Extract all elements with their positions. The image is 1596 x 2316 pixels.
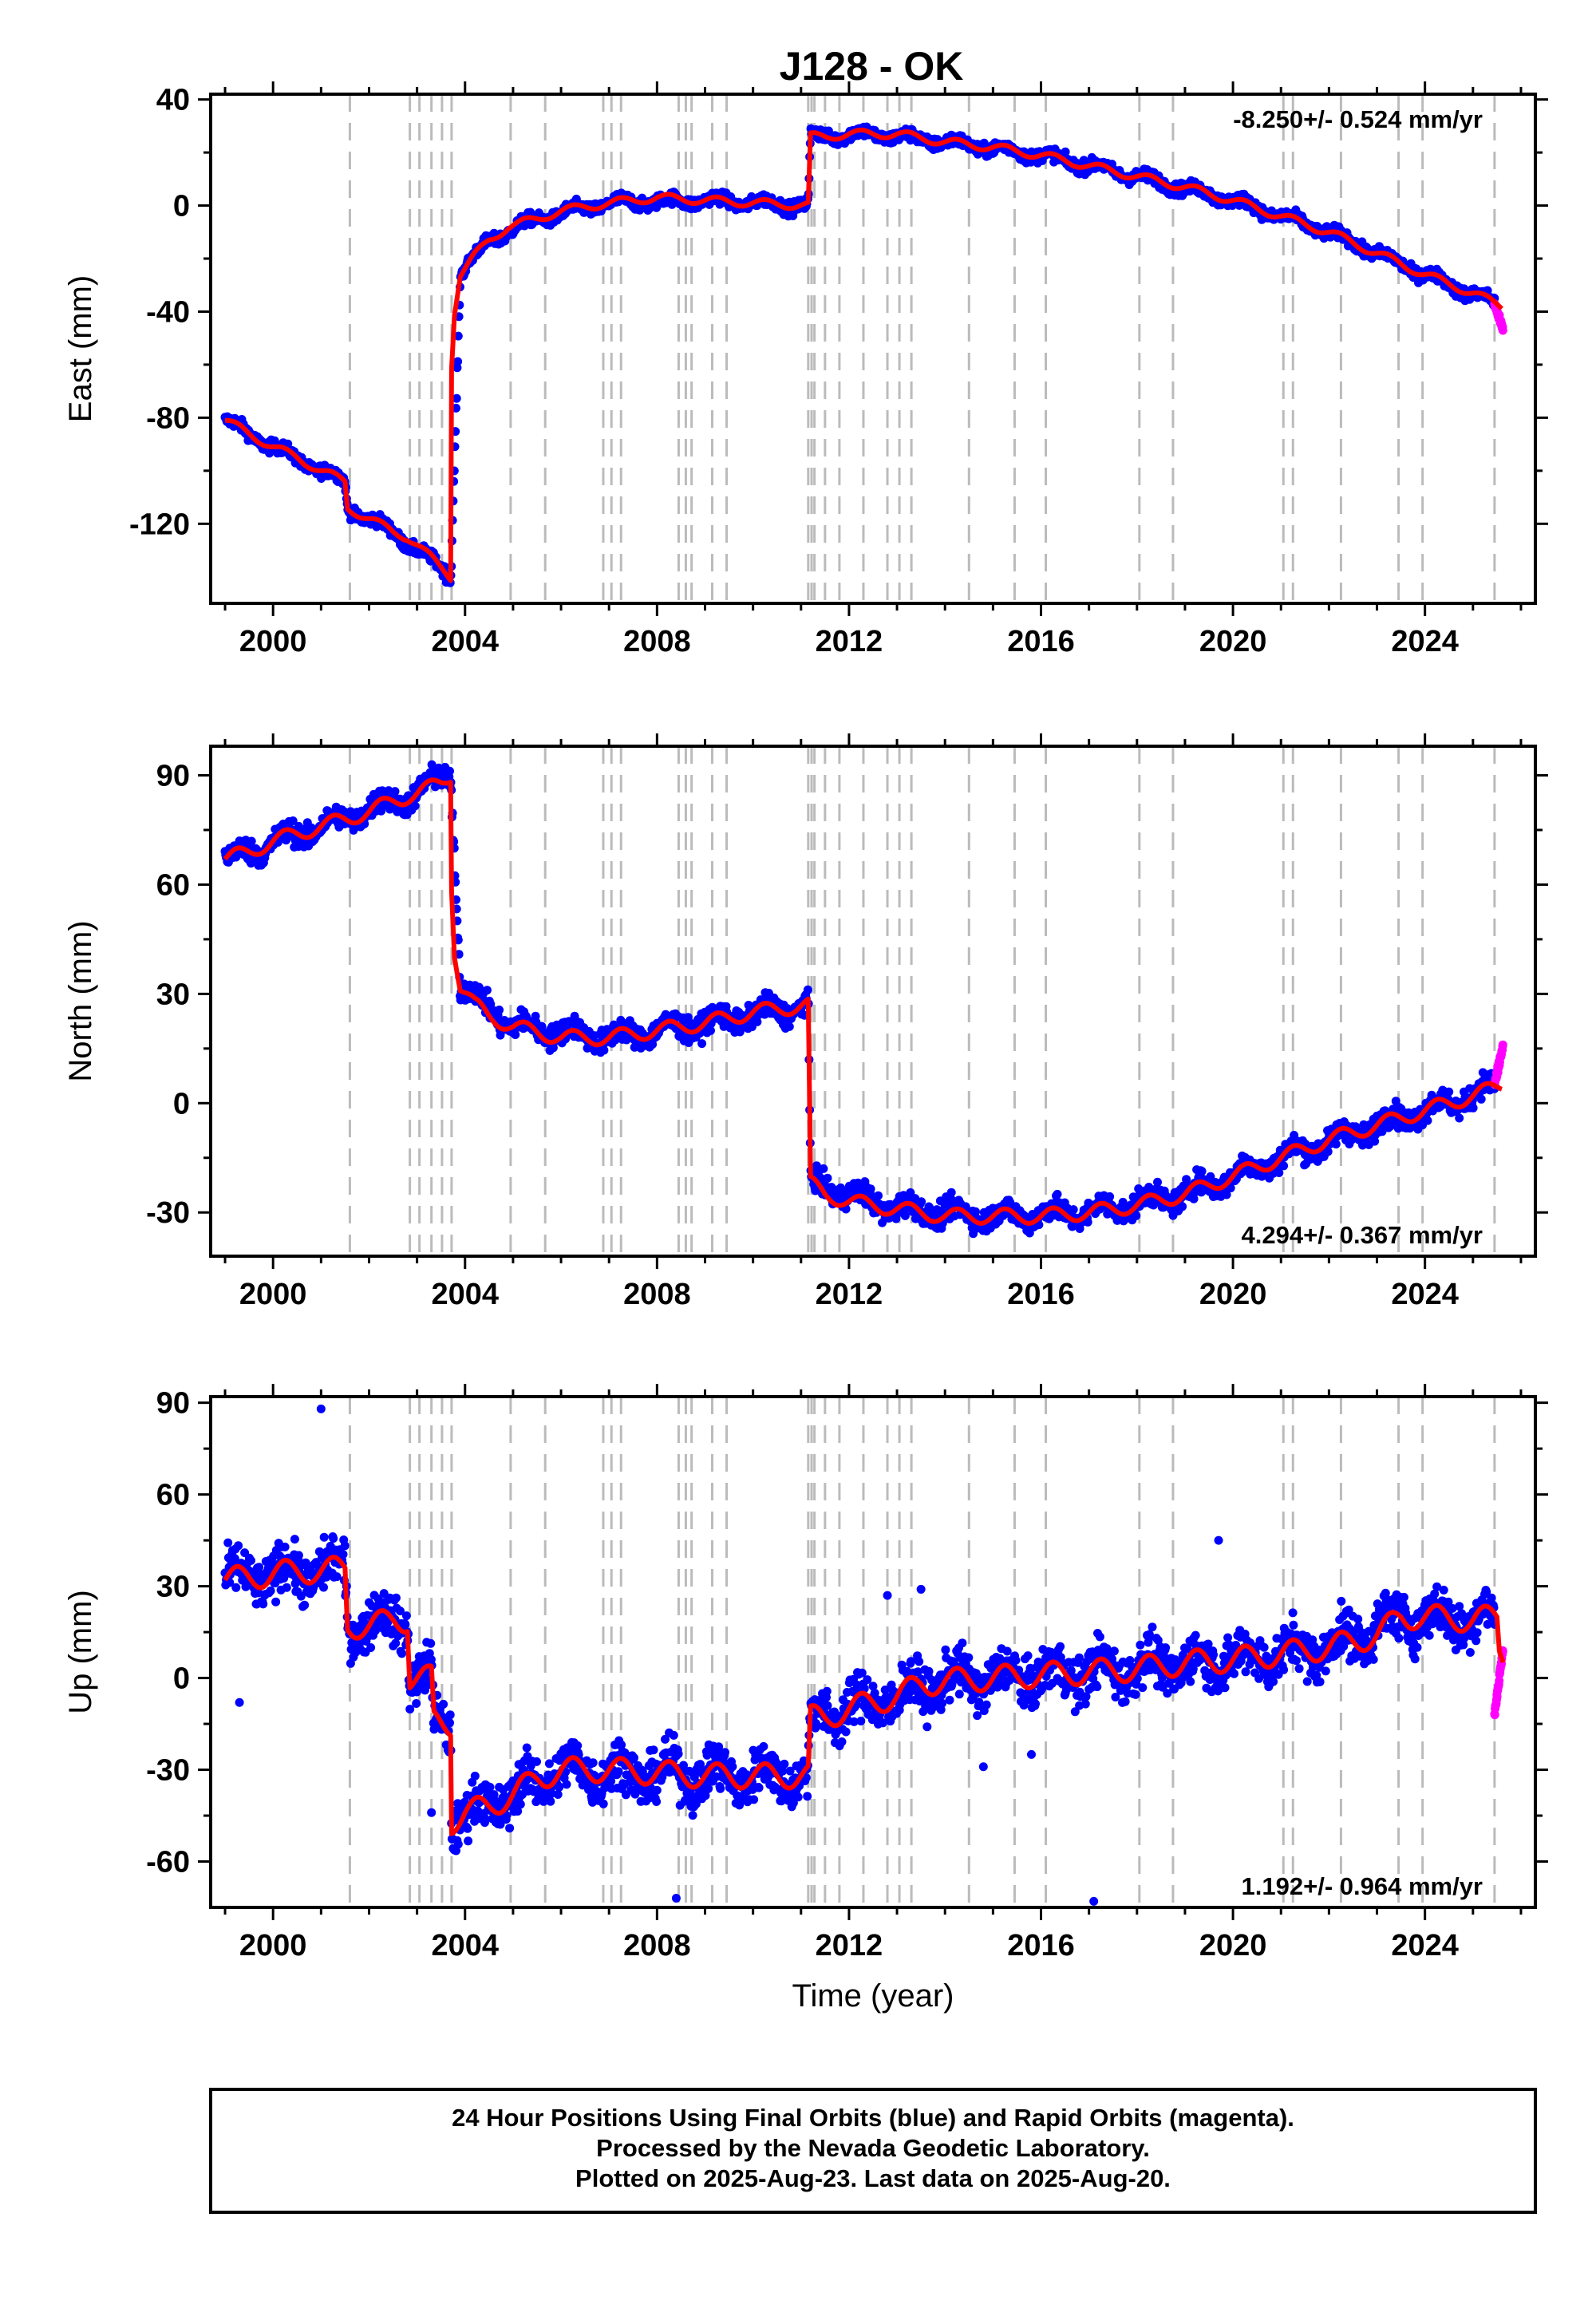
x-tick-label: 2000	[239, 625, 307, 658]
final-orbit-points	[220, 122, 1499, 587]
final-orbit-point	[231, 1583, 241, 1592]
final-orbit-point	[819, 1164, 828, 1173]
final-orbit-point	[453, 331, 463, 341]
x-tick-label: 2008	[623, 625, 691, 658]
rapid-orbit-point	[1498, 1040, 1507, 1049]
final-orbit-point	[1069, 1205, 1078, 1215]
final-orbit-point	[452, 403, 460, 413]
final-orbit-point	[1197, 1167, 1207, 1176]
final-orbit-point	[823, 1173, 832, 1183]
x-tick-label: 2016	[1007, 625, 1075, 658]
north-panel: 2000 2004 2008 2012 2016 2020 2024 -30 0 30 60 90 No…	[63, 733, 1548, 1311]
y-tick-label: 0	[173, 1087, 190, 1120]
rate-label: -8.250+/- 0.524 mm/yr	[1233, 105, 1483, 133]
final-orbit-point	[495, 1006, 504, 1014]
final-orbit-point	[1105, 1192, 1115, 1201]
final-orbit-point	[410, 801, 420, 811]
final-orbit-point	[599, 1045, 609, 1055]
y-tick-label: 60	[156, 868, 190, 902]
final-orbit-point	[332, 1572, 342, 1582]
y-tick-label: -30	[146, 1196, 190, 1230]
final-orbit-point	[1323, 1147, 1333, 1156]
rapid-orbit-points	[1490, 1040, 1507, 1089]
final-orbit-points	[220, 760, 1499, 1239]
final-orbit-point	[946, 1188, 956, 1197]
final-orbit-point	[482, 986, 492, 995]
x-tick-label: 2020	[1199, 625, 1267, 658]
chart-title: J128 - OK	[780, 44, 964, 89]
final-orbit-point	[784, 1022, 794, 1031]
final-orbit-point	[1468, 1103, 1478, 1113]
plot-area	[220, 760, 1507, 1239]
final-orbit-point	[1455, 1113, 1464, 1123]
y-tick-label: -40	[146, 295, 190, 329]
rapid-orbit-point	[1498, 326, 1507, 335]
final-orbit-point	[340, 1541, 350, 1551]
final-orbit-point	[1053, 1189, 1062, 1199]
final-orbit-point	[271, 1597, 281, 1607]
x-tick-label: 2008	[623, 1278, 691, 1311]
y-axis-title: East (mm)	[63, 275, 98, 422]
x-tick-label: 2024	[1391, 1278, 1459, 1311]
final-orbit-point	[1444, 1087, 1454, 1097]
final-orbit-point	[319, 1532, 329, 1542]
final-orbit-point	[319, 1583, 328, 1592]
final-orbit-point	[1423, 1116, 1432, 1125]
x-tick-label: 2024	[1391, 625, 1459, 658]
final-orbit-point	[803, 985, 812, 994]
y-tick-label: 90	[156, 760, 190, 793]
final-orbit-point	[247, 1555, 255, 1565]
east-panel: 2000 2004 2008 2012 2016 2020 2024 -120 -80 -40 0 4…	[63, 81, 1548, 658]
y-tick-label: 40	[156, 84, 190, 117]
y-tick-label: -80	[146, 401, 190, 435]
final-orbit-point	[1476, 1094, 1486, 1104]
final-orbit-point	[445, 766, 454, 776]
final-orbit-point	[1132, 1211, 1141, 1220]
final-orbit-point	[266, 1586, 275, 1595]
final-orbit-point	[866, 1184, 875, 1194]
final-orbit-point	[917, 1197, 926, 1207]
final-orbit-point	[329, 1534, 338, 1543]
x-tick-label: 2020	[1199, 1278, 1267, 1311]
x-tick-label: 2012	[816, 1278, 883, 1311]
y-tick-label: -120	[129, 508, 190, 541]
final-orbit-point	[259, 1599, 268, 1609]
final-orbit-point	[1279, 1161, 1289, 1171]
final-orbit-point	[290, 1535, 299, 1544]
final-orbit-point	[234, 1541, 243, 1551]
x-tick-label: 2000	[239, 1278, 307, 1311]
x-tick-label: 2004	[431, 625, 499, 658]
final-orbit-point	[697, 1039, 707, 1049]
y-tick-label: 0	[173, 190, 190, 223]
up-panel: 2000 2004 2008 2012 2016 2020 2024-60-30030609…	[63, 1384, 1548, 2014]
final-orbit-point	[300, 1600, 310, 1610]
x-tick-label: 2004	[431, 1278, 499, 1311]
final-orbit-point	[874, 1191, 883, 1200]
x-tick-label: 2012	[816, 625, 883, 658]
rate-label: 4.294+/- 0.367 mm/yr	[1242, 1221, 1483, 1249]
final-orbit-point	[453, 357, 463, 366]
x-tick-label: 2016	[1007, 1278, 1075, 1311]
final-orbit-point	[294, 1551, 303, 1560]
final-orbit-point	[223, 1538, 233, 1547]
final-orbit-point	[452, 393, 461, 403]
y-axis-title: North (mm)	[63, 920, 98, 1081]
final-orbit-point	[338, 1550, 348, 1559]
y-tick-label: 30	[156, 978, 190, 1011]
plot-area	[220, 122, 1507, 587]
final-orbit-point	[900, 1211, 910, 1220]
final-orbit-point	[282, 1583, 291, 1592]
final-orbit-point	[1331, 1140, 1341, 1149]
final-orbit-point	[280, 1542, 290, 1551]
final-orbit-point	[1153, 1177, 1162, 1187]
